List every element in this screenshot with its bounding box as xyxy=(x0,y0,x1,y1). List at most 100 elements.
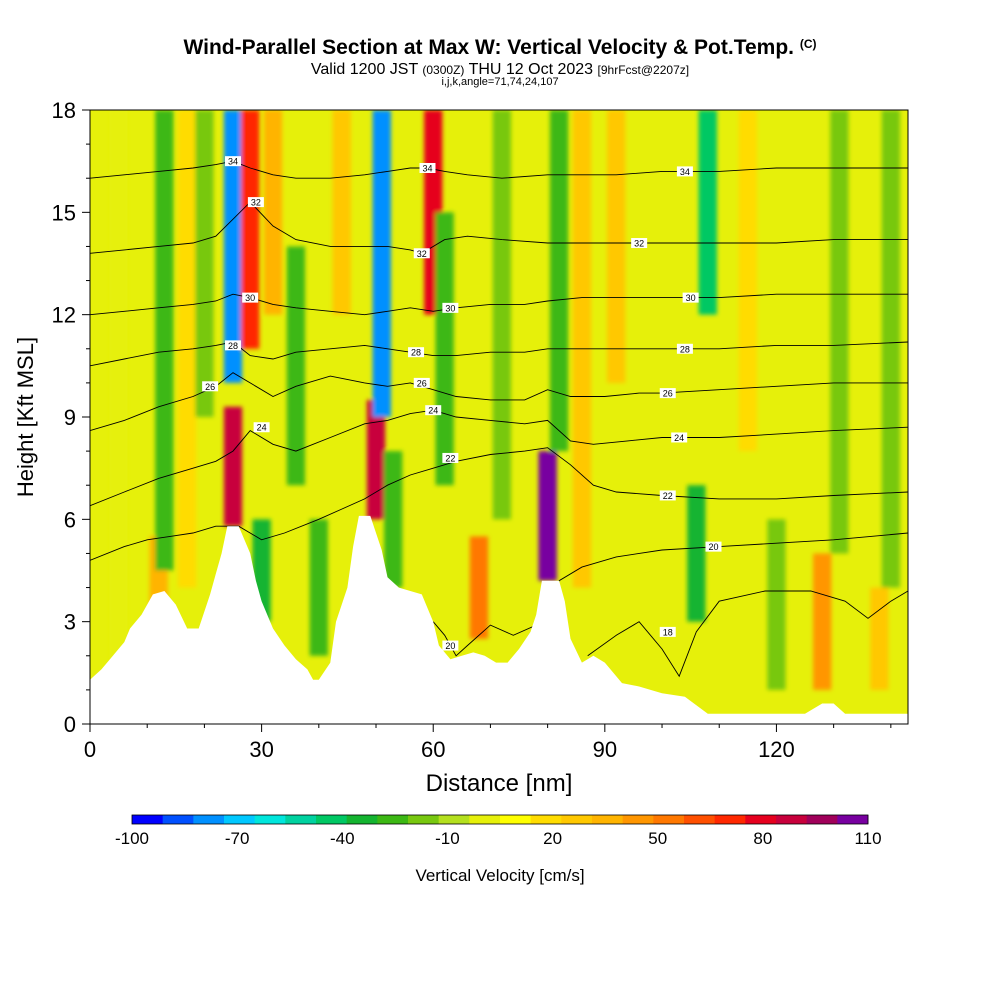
theta-label-bg xyxy=(413,248,430,259)
theta-label: 30 xyxy=(242,292,259,303)
theta-label: 28 xyxy=(408,347,425,358)
velocity-band xyxy=(223,406,243,527)
theta-label-text: 20 xyxy=(709,542,719,552)
colorbar-tick-label: 80 xyxy=(753,829,772,848)
theta-label: 28 xyxy=(676,343,693,354)
theta-label: 32 xyxy=(631,238,648,249)
theta-label: 24 xyxy=(671,432,688,443)
colorbar-swatch xyxy=(438,815,470,824)
colorbar-swatch xyxy=(622,815,654,824)
theta-label-bg xyxy=(225,340,242,351)
velocity-band xyxy=(332,110,351,315)
colorbar-swatch xyxy=(346,815,378,824)
colorbar-swatch xyxy=(592,815,624,824)
colorbar-swatch xyxy=(776,815,808,824)
theta-label-bg xyxy=(202,381,219,392)
theta-label: 20 xyxy=(705,541,722,552)
theta-label-text: 22 xyxy=(663,491,673,501)
velocity-band xyxy=(698,110,717,315)
theta-label-text: 30 xyxy=(686,293,696,303)
velocity-band xyxy=(607,110,626,383)
y-tick-label: 3 xyxy=(64,610,76,635)
theta-label-bg xyxy=(659,626,676,637)
x-tick-label: 90 xyxy=(593,737,617,762)
theta-label-text: 26 xyxy=(663,389,673,399)
y-tick-label: 18 xyxy=(52,98,76,123)
colorbar-swatch xyxy=(377,815,409,824)
colorbar-tick-label: 50 xyxy=(648,829,667,848)
colorbar-swatch xyxy=(837,815,869,824)
colorbar-swatch xyxy=(745,815,777,824)
theta-label-bg xyxy=(676,166,693,177)
theta-label-text: 32 xyxy=(634,239,644,249)
colorbar-swatch xyxy=(224,815,256,824)
theta-label-text: 28 xyxy=(228,341,238,351)
velocity-band xyxy=(549,110,569,452)
velocity-band xyxy=(870,587,889,690)
colorbar-swatch xyxy=(806,815,838,824)
theta-label-text: 24 xyxy=(257,423,267,433)
velocity-band xyxy=(687,485,706,622)
velocity-band xyxy=(830,110,849,554)
y-tick-label: 9 xyxy=(64,405,76,430)
theta-label-text: 22 xyxy=(445,453,455,463)
y-axis-label: Height [Kft MSL] xyxy=(13,337,38,497)
velocity-band xyxy=(109,110,128,724)
colorbar-swatch xyxy=(408,815,440,824)
y-tick-label: 6 xyxy=(64,507,76,532)
velocity-band xyxy=(155,110,174,571)
theta-label: 34 xyxy=(419,162,436,173)
theta-label-bg xyxy=(442,452,459,463)
title-units: (C) xyxy=(799,37,817,51)
theta-contour-line xyxy=(587,590,908,678)
theta-label: 20 xyxy=(442,640,459,651)
colorbar-swatch xyxy=(530,815,562,824)
theta-label-bg xyxy=(659,388,676,399)
theta-label-bg xyxy=(682,292,699,303)
theta-contour-line xyxy=(90,447,908,561)
theta-label-text: 30 xyxy=(245,293,255,303)
velocity-band xyxy=(263,110,283,315)
plot-area: 34 34 34 32 32 32 30 30 30 28 28 28 26 26 26 24 24 24 22 22… xyxy=(90,110,908,724)
theta-label: 22 xyxy=(442,452,459,463)
colorbar-swatch xyxy=(653,815,685,824)
theta-label-bg xyxy=(676,343,693,354)
theta-label-text: 20 xyxy=(445,641,455,651)
chart-title: Wind-Parallel Section at Max W: Vertical… xyxy=(0,36,1000,60)
colorbar-swatch xyxy=(561,815,593,824)
theta-label-bg xyxy=(659,490,676,501)
theta-label: 24 xyxy=(253,422,270,433)
theta-label-text: 34 xyxy=(680,167,690,177)
x-axis-label: Distance [nm] xyxy=(426,770,573,797)
theta-label-text: 24 xyxy=(674,433,684,443)
velocity-band xyxy=(469,536,489,639)
colorbar-swatch xyxy=(714,815,746,824)
x-tick-label: 30 xyxy=(249,737,273,762)
theta-label-text: 34 xyxy=(228,157,238,167)
theta-label: 30 xyxy=(682,292,699,303)
theta-label: 26 xyxy=(202,381,219,392)
velocity-band xyxy=(492,110,512,520)
theta-label: 26 xyxy=(659,388,676,399)
theta-label: 32 xyxy=(247,197,264,208)
theta-label-bg xyxy=(705,541,722,552)
velocity-band xyxy=(286,246,306,486)
forecast-tag: [9hrFcst@2207z] xyxy=(597,63,690,77)
colorbar-tick-label: 110 xyxy=(854,829,881,848)
theta-label-bg xyxy=(425,405,442,416)
colorbar-tick-label: -100 xyxy=(115,829,149,848)
title-text: Wind-Parallel Section at Max W: Vertical… xyxy=(183,36,794,59)
theta-label-bg xyxy=(442,640,459,651)
theta-label-text: 26 xyxy=(417,378,427,388)
velocity-band xyxy=(813,553,832,690)
colorbar-swatch xyxy=(285,815,317,824)
theta-label-text: 24 xyxy=(428,406,438,416)
colorbar-swatch xyxy=(162,815,194,824)
theta-label-bg xyxy=(247,197,264,208)
colorbar-tick-label: -40 xyxy=(330,829,355,848)
theta-label-bg xyxy=(671,432,688,443)
theta-label: 34 xyxy=(225,156,242,167)
colorbar-tick-label: -70 xyxy=(225,829,250,848)
valid-time: Valid 1200 JST xyxy=(310,61,418,78)
